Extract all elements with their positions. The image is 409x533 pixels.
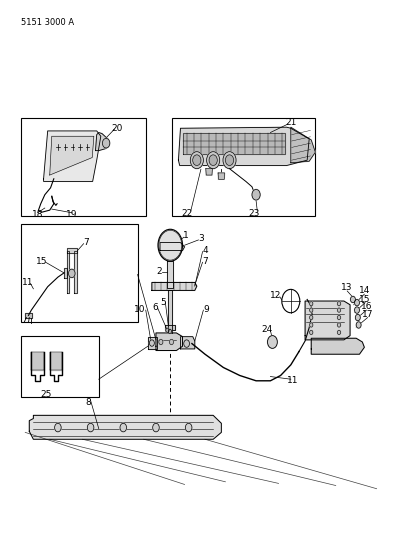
Polygon shape	[167, 261, 173, 288]
Text: 13: 13	[341, 283, 352, 292]
Text: 25: 25	[40, 390, 52, 399]
Text: 14: 14	[358, 286, 369, 295]
Text: 18: 18	[31, 210, 43, 219]
Text: 9: 9	[202, 304, 208, 313]
Polygon shape	[31, 352, 43, 370]
Polygon shape	[43, 131, 101, 181]
Circle shape	[355, 322, 360, 328]
Circle shape	[337, 330, 340, 335]
Text: 20: 20	[111, 124, 123, 133]
Polygon shape	[178, 127, 308, 165]
Circle shape	[149, 340, 154, 346]
Circle shape	[190, 152, 203, 168]
Circle shape	[158, 340, 162, 345]
Circle shape	[309, 302, 312, 306]
Text: 5151 3000 A: 5151 3000 A	[21, 18, 74, 27]
Polygon shape	[67, 251, 69, 293]
Text: 1: 1	[182, 231, 188, 240]
Polygon shape	[49, 352, 62, 370]
Circle shape	[222, 152, 236, 168]
Circle shape	[350, 296, 355, 303]
Polygon shape	[147, 337, 156, 350]
Circle shape	[165, 328, 169, 333]
Circle shape	[120, 423, 126, 432]
Text: 21: 21	[284, 118, 296, 127]
Polygon shape	[25, 313, 31, 318]
Circle shape	[225, 155, 233, 165]
Polygon shape	[49, 136, 94, 175]
Circle shape	[309, 308, 312, 312]
Text: 23: 23	[248, 209, 259, 218]
Polygon shape	[74, 251, 76, 293]
Text: 22: 22	[180, 209, 192, 218]
Bar	[21, 118, 145, 216]
Polygon shape	[290, 127, 315, 163]
Circle shape	[206, 152, 219, 168]
Polygon shape	[29, 415, 221, 439]
Polygon shape	[165, 325, 175, 330]
Circle shape	[252, 189, 260, 200]
Circle shape	[354, 307, 359, 313]
Circle shape	[355, 314, 360, 321]
Polygon shape	[310, 338, 364, 354]
Bar	[21, 224, 137, 322]
Text: 17: 17	[361, 310, 373, 319]
Polygon shape	[182, 133, 284, 154]
Circle shape	[267, 336, 276, 349]
Text: 10: 10	[134, 304, 145, 313]
Circle shape	[102, 139, 110, 148]
Circle shape	[87, 423, 94, 432]
Circle shape	[337, 316, 340, 320]
Text: 11: 11	[21, 278, 33, 287]
Polygon shape	[64, 268, 67, 278]
Circle shape	[168, 329, 171, 334]
Polygon shape	[67, 248, 76, 253]
Circle shape	[337, 302, 340, 306]
Circle shape	[192, 155, 200, 165]
Text: 24: 24	[261, 325, 272, 334]
Circle shape	[68, 269, 75, 278]
Circle shape	[209, 155, 217, 165]
Text: 7: 7	[83, 238, 89, 247]
Circle shape	[354, 300, 359, 306]
Polygon shape	[304, 301, 349, 340]
Circle shape	[337, 323, 340, 327]
Polygon shape	[180, 337, 194, 349]
Text: 11: 11	[286, 376, 298, 385]
Text: 7: 7	[202, 257, 207, 265]
Circle shape	[309, 330, 312, 335]
Text: 6: 6	[152, 303, 157, 312]
Text: 15: 15	[359, 295, 370, 304]
Polygon shape	[205, 168, 212, 175]
Circle shape	[337, 308, 340, 312]
Text: 16: 16	[360, 302, 371, 311]
Text: 2: 2	[156, 268, 162, 276]
Text: 3: 3	[198, 235, 203, 244]
Text: 5: 5	[160, 298, 165, 307]
Circle shape	[169, 340, 173, 345]
Polygon shape	[218, 173, 224, 179]
Circle shape	[54, 423, 61, 432]
Polygon shape	[95, 133, 109, 151]
Circle shape	[309, 323, 312, 327]
Circle shape	[152, 423, 159, 432]
Circle shape	[157, 229, 182, 261]
Text: 15: 15	[36, 257, 47, 265]
Circle shape	[309, 316, 312, 320]
Text: 12: 12	[269, 291, 280, 300]
Polygon shape	[168, 290, 172, 333]
Circle shape	[183, 340, 189, 348]
Bar	[172, 118, 315, 216]
Circle shape	[185, 423, 191, 432]
Polygon shape	[151, 282, 196, 290]
Text: 19: 19	[66, 210, 78, 219]
Polygon shape	[160, 243, 184, 251]
Polygon shape	[155, 333, 182, 351]
Bar	[21, 336, 99, 397]
Text: 4: 4	[202, 246, 207, 255]
Text: 8: 8	[85, 398, 91, 407]
